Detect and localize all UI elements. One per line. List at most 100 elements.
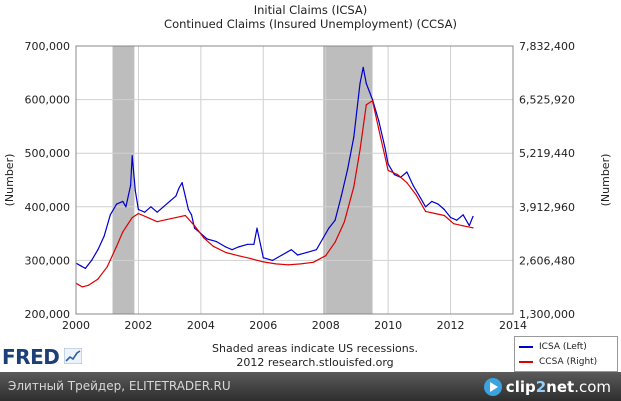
data-point-ccsa [122,231,124,233]
clip2net-wordmark: clip2net.com [505,378,611,396]
data-point-icsa [353,136,355,138]
data-point-icsa [247,243,249,245]
data-point-icsa [109,214,111,216]
data-point-ccsa [262,261,264,263]
data-point-icsa [206,238,208,240]
data-point-icsa [406,171,408,173]
data-point-icsa [175,195,177,197]
data-point-ccsa [462,225,464,227]
data-point-ccsa [325,255,327,257]
data-point-icsa [425,206,427,208]
y-tick-label-right: 7,832,400 [519,40,575,53]
x-tick-label: 2012 [437,319,465,332]
legend-label-ccsa: CCSA (Right) [539,357,598,367]
data-point-icsa [130,184,132,186]
data-point-icsa [144,211,146,213]
data-point-icsa [194,227,196,229]
legend-item-icsa: ICSA (Left) [519,341,587,353]
fred-logo-text: FRED [2,345,60,369]
data-point-ccsa [203,237,205,239]
data-point-ccsa [156,221,158,223]
data-point-icsa [456,219,458,221]
x-tick-label: 2006 [249,319,277,332]
data-point-icsa [150,206,152,208]
clip2net-logo[interactable]: clip2net.com [483,375,611,399]
chart-title: Initial Claims (ICSA) [253,3,368,17]
data-point-ccsa [434,212,436,215]
data-point-ccsa [371,100,374,102]
data-point-icsa [328,227,330,229]
data-point-ccsa [165,219,168,221]
data-point-ccsa [312,261,314,263]
data-point-icsa [187,208,189,211]
data-point-icsa [437,203,439,205]
data-point-ccsa [472,227,474,229]
recession-note: Shaded areas indicate US recessions. [212,342,418,355]
x-tick-label: 2000 [62,319,90,332]
data-point-icsa [115,203,118,205]
data-point-icsa [340,195,342,197]
data-point-icsa [431,200,433,203]
data-point-icsa [356,109,358,111]
data-point-icsa [103,235,105,237]
data-point-icsa [181,182,183,184]
data-point-ccsa [194,225,196,227]
legend-item-ccsa: CCSA (Right) [519,356,597,368]
legend-swatch-icsa [519,346,533,348]
data-point-ccsa [415,194,417,196]
data-point-icsa [315,249,317,251]
data-point-icsa [281,254,283,256]
data-point-icsa [468,224,470,227]
data-point-icsa [346,168,349,170]
data-point-icsa [178,187,180,189]
y-tick-label-left: 400,000 [25,201,71,214]
data-point-icsa [137,208,140,211]
data-point-ccsa [137,212,140,215]
data-point-icsa [297,254,299,256]
data-point-icsa [215,241,218,243]
data-point-icsa [84,267,86,270]
data-point-ccsa [275,263,277,265]
data-point-ccsa [443,214,445,217]
footer-site-text: Элитный Трейдер, ELITETRADER.RU [8,379,231,393]
data-point-icsa [306,251,308,253]
y-tick-label-right: 5,219,440 [519,147,575,160]
y-axis-title-left: (Number) [3,154,16,207]
data-point-ccsa [81,286,83,288]
data-point-ccsa [378,128,380,130]
data-point-ccsa [453,223,455,225]
legend: ICSA (Left) CCSA (Right) [514,336,618,372]
data-point-icsa [237,246,239,248]
data-point-icsa [371,99,374,101]
series-line-icsa [75,66,474,269]
data-point-icsa [156,211,158,213]
fred-chart-icon [64,348,82,364]
x-tick-label: 2008 [312,319,340,332]
data-point-ccsa [250,258,252,260]
data-point-icsa [134,190,136,192]
data-point-icsa [412,184,414,186]
data-point-ccsa [175,216,177,219]
data-point-ccsa [396,173,399,176]
chart-subtitle: Continued Claims (Insured Unemployment) … [164,17,457,31]
y-tick-label-left: 200,000 [25,308,71,321]
footer-bar: Элитный Трейдер, ELITETRADER.RU clip2net… [0,372,621,401]
y-tick-label-left: 500,000 [25,147,71,160]
data-point-icsa [231,249,233,251]
data-point-ccsa [225,251,227,254]
data-point-icsa [91,259,93,261]
data-point-ccsa [365,104,367,106]
data-point-ccsa [406,182,408,184]
data-point-icsa [378,120,380,122]
data-point-icsa [253,243,255,245]
data-point-icsa [256,227,258,229]
plot-border [75,45,514,315]
data-point-ccsa [106,266,108,268]
data-point-icsa [321,238,324,240]
data-point-ccsa [115,245,118,247]
data-point-icsa [97,249,99,251]
data-point-icsa [162,206,164,208]
data-point-icsa [443,208,445,211]
